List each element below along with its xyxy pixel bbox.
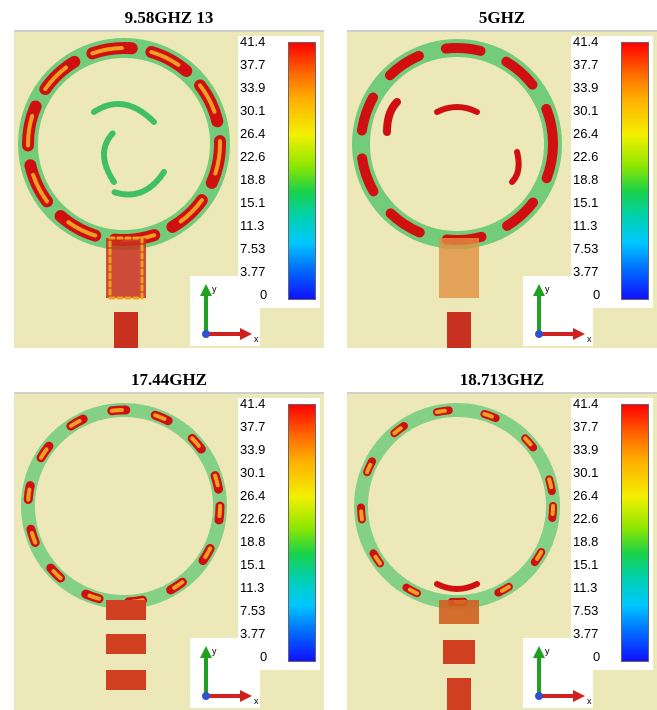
axis-triad: y x [523,638,593,708]
panel-title: 17.44GHZ [130,370,208,389]
panel-top-left: 9.58GHZ 13 41.4 37.7 33.9 30.1 26.4 22.6 [14,8,324,348]
scale-label: 15.1 [240,195,266,210]
color-scale-gradient [288,42,316,300]
scale-label: 3.77 [573,264,599,279]
axis-y-label: y [212,646,217,656]
axis-x-label: x [587,696,592,706]
scale-label: 26.4 [240,488,266,503]
scale-label: 0 [593,649,601,664]
scale-label: 18.8 [240,172,266,187]
scale-label: 22.6 [573,511,599,526]
axis-x-label: x [254,696,259,706]
panel-title: 9.58GHZ 13 [124,8,214,27]
axis-x-label: x [254,334,259,344]
scale-label: 15.1 [240,557,266,572]
panel-title: 18.713GHZ [459,370,545,389]
panel-top-right: 5GHZ 41.4 37.7 33.9 30.1 26.4 22.6 18.8 … [347,8,657,348]
scale-label: 15.1 [573,195,599,210]
scale-label: 33.9 [240,442,266,457]
current-distribution-image [18,38,230,348]
current-plot: 41.4 37.7 33.9 30.1 26.4 22.6 18.8 15.1 … [14,392,324,710]
scale-label: 0 [260,287,268,302]
scale-label: 26.4 [573,488,599,503]
axis-y-label: y [545,284,550,294]
scale-label: 18.8 [240,534,266,549]
scale-label: 0 [260,649,268,664]
scale-label: 37.7 [573,57,599,72]
scale-label: 26.4 [240,126,266,141]
color-scale-gradient [621,42,649,300]
color-scale-gradient [288,404,316,662]
color-scale: 41.4 37.7 33.9 30.1 26.4 22.6 18.8 15.1 … [571,396,653,670]
current-plot: 41.4 37.7 33.9 30.1 26.4 22.6 18.8 15.1 … [347,30,657,348]
color-scale-gradient [621,404,649,662]
scale-label: 22.6 [573,149,599,164]
scale-label: 30.1 [573,465,599,480]
color-scale: 41.4 37.7 33.9 30.1 26.4 22.6 18.8 15.1 … [571,34,653,308]
scale-label: 30.1 [240,103,266,118]
scale-label: 30.1 [240,465,266,480]
panel-bottom-right: 18.713GHZ 41.4 37.7 33.9 30.1 26.4 22.6 … [347,370,657,710]
scale-label: 11.3 [240,218,265,233]
scale-label: 15.1 [573,557,599,572]
current-distribution-image [21,403,227,690]
scale-label: 3.77 [240,264,266,279]
color-scale: 41.4 37.7 33.9 30.1 26.4 22.6 18.8 15.1 … [238,34,320,308]
scale-label: 30.1 [573,103,599,118]
scale-label: 37.7 [240,419,266,434]
scale-label: 33.9 [573,80,599,95]
scale-label: 0 [593,287,601,302]
axis-triad: y x [190,276,260,346]
axis-triad: y x [190,638,260,708]
scale-label: 41.4 [573,396,599,411]
scale-label: 22.6 [240,511,266,526]
scale-label: 11.3 [573,580,598,595]
scale-label: 3.77 [573,626,599,641]
current-plot: 41.4 37.7 33.9 30.1 26.4 22.6 18.8 15.1 … [14,30,324,348]
axis-triad: y x [523,276,593,346]
scale-label: 33.9 [240,80,266,95]
color-scale: 41.4 37.7 33.9 30.1 26.4 22.6 18.8 15.1 … [238,396,320,670]
scale-label: 33.9 [573,442,599,457]
scale-label: 18.8 [573,534,599,549]
panel-bottom-left: 17.44GHZ 41.4 37.7 33.9 30.1 26.4 22.6 1… [14,370,324,710]
axis-y-label: y [545,646,550,656]
scale-label: 26.4 [573,126,599,141]
scale-label: 22.6 [240,149,266,164]
scale-label: 11.3 [573,218,598,233]
scale-label: 7.53 [240,603,266,618]
current-distribution-image [354,403,560,710]
scale-label: 11.3 [240,580,265,595]
scale-label: 41.4 [573,34,599,49]
scale-label: 7.53 [573,241,599,256]
scale-label: 18.8 [573,172,599,187]
current-distribution-image [352,39,562,348]
scale-label: 41.4 [240,396,266,411]
panel-title: 5GHZ [478,8,526,27]
scale-label: 41.4 [240,34,266,49]
axis-y-label: y [212,284,217,294]
scale-label: 37.7 [240,57,266,72]
scale-label: 7.53 [240,241,266,256]
current-plot: 41.4 37.7 33.9 30.1 26.4 22.6 18.8 15.1 … [347,392,657,710]
scale-label: 7.53 [573,603,599,618]
axis-x-label: x [587,334,592,344]
scale-label: 37.7 [573,419,599,434]
scale-label: 3.77 [240,626,266,641]
